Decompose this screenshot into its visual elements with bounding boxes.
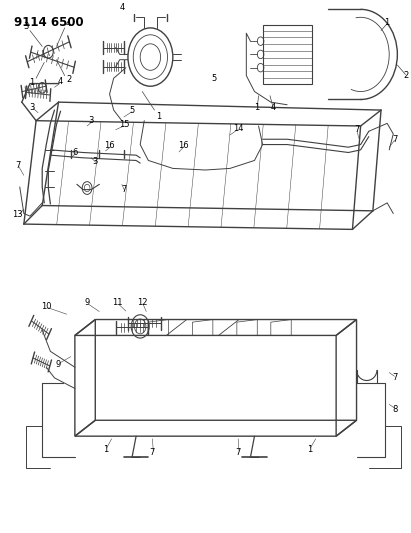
Text: 7: 7 — [393, 135, 398, 144]
Text: 1: 1 — [385, 18, 390, 27]
Text: 12: 12 — [137, 298, 148, 307]
Text: 7: 7 — [393, 373, 398, 382]
Text: 1: 1 — [29, 78, 35, 87]
Text: 1: 1 — [103, 445, 108, 454]
Text: 11: 11 — [113, 298, 123, 307]
Text: 3: 3 — [88, 116, 94, 125]
Text: 6: 6 — [72, 148, 78, 157]
Text: 5: 5 — [129, 106, 135, 115]
Text: 4: 4 — [58, 77, 63, 86]
Text: 14: 14 — [233, 124, 243, 133]
Text: 4: 4 — [119, 3, 125, 12]
Text: 2: 2 — [66, 75, 72, 84]
Text: 1: 1 — [307, 445, 312, 454]
Text: 5: 5 — [211, 74, 216, 83]
Text: 9: 9 — [85, 298, 90, 307]
Text: 15: 15 — [119, 120, 129, 129]
Text: 3: 3 — [29, 103, 35, 112]
Text: 16: 16 — [178, 141, 188, 150]
Text: 7: 7 — [121, 185, 127, 194]
Text: 1: 1 — [156, 112, 161, 121]
Text: 13: 13 — [12, 210, 23, 219]
Text: 7: 7 — [150, 448, 155, 457]
Text: 7: 7 — [15, 161, 21, 170]
Text: 8: 8 — [393, 405, 398, 414]
Text: 1: 1 — [254, 103, 259, 112]
Text: 9114 6500: 9114 6500 — [14, 15, 83, 29]
Text: 3: 3 — [23, 22, 29, 31]
Text: 9: 9 — [56, 360, 61, 369]
Text: 4: 4 — [270, 103, 275, 112]
Text: 3: 3 — [92, 157, 98, 166]
Text: 7: 7 — [236, 448, 241, 457]
Text: 2: 2 — [403, 71, 408, 80]
Text: 16: 16 — [104, 141, 115, 150]
Text: 7: 7 — [354, 125, 359, 134]
Text: 4: 4 — [66, 19, 72, 28]
Text: 10: 10 — [41, 302, 51, 311]
